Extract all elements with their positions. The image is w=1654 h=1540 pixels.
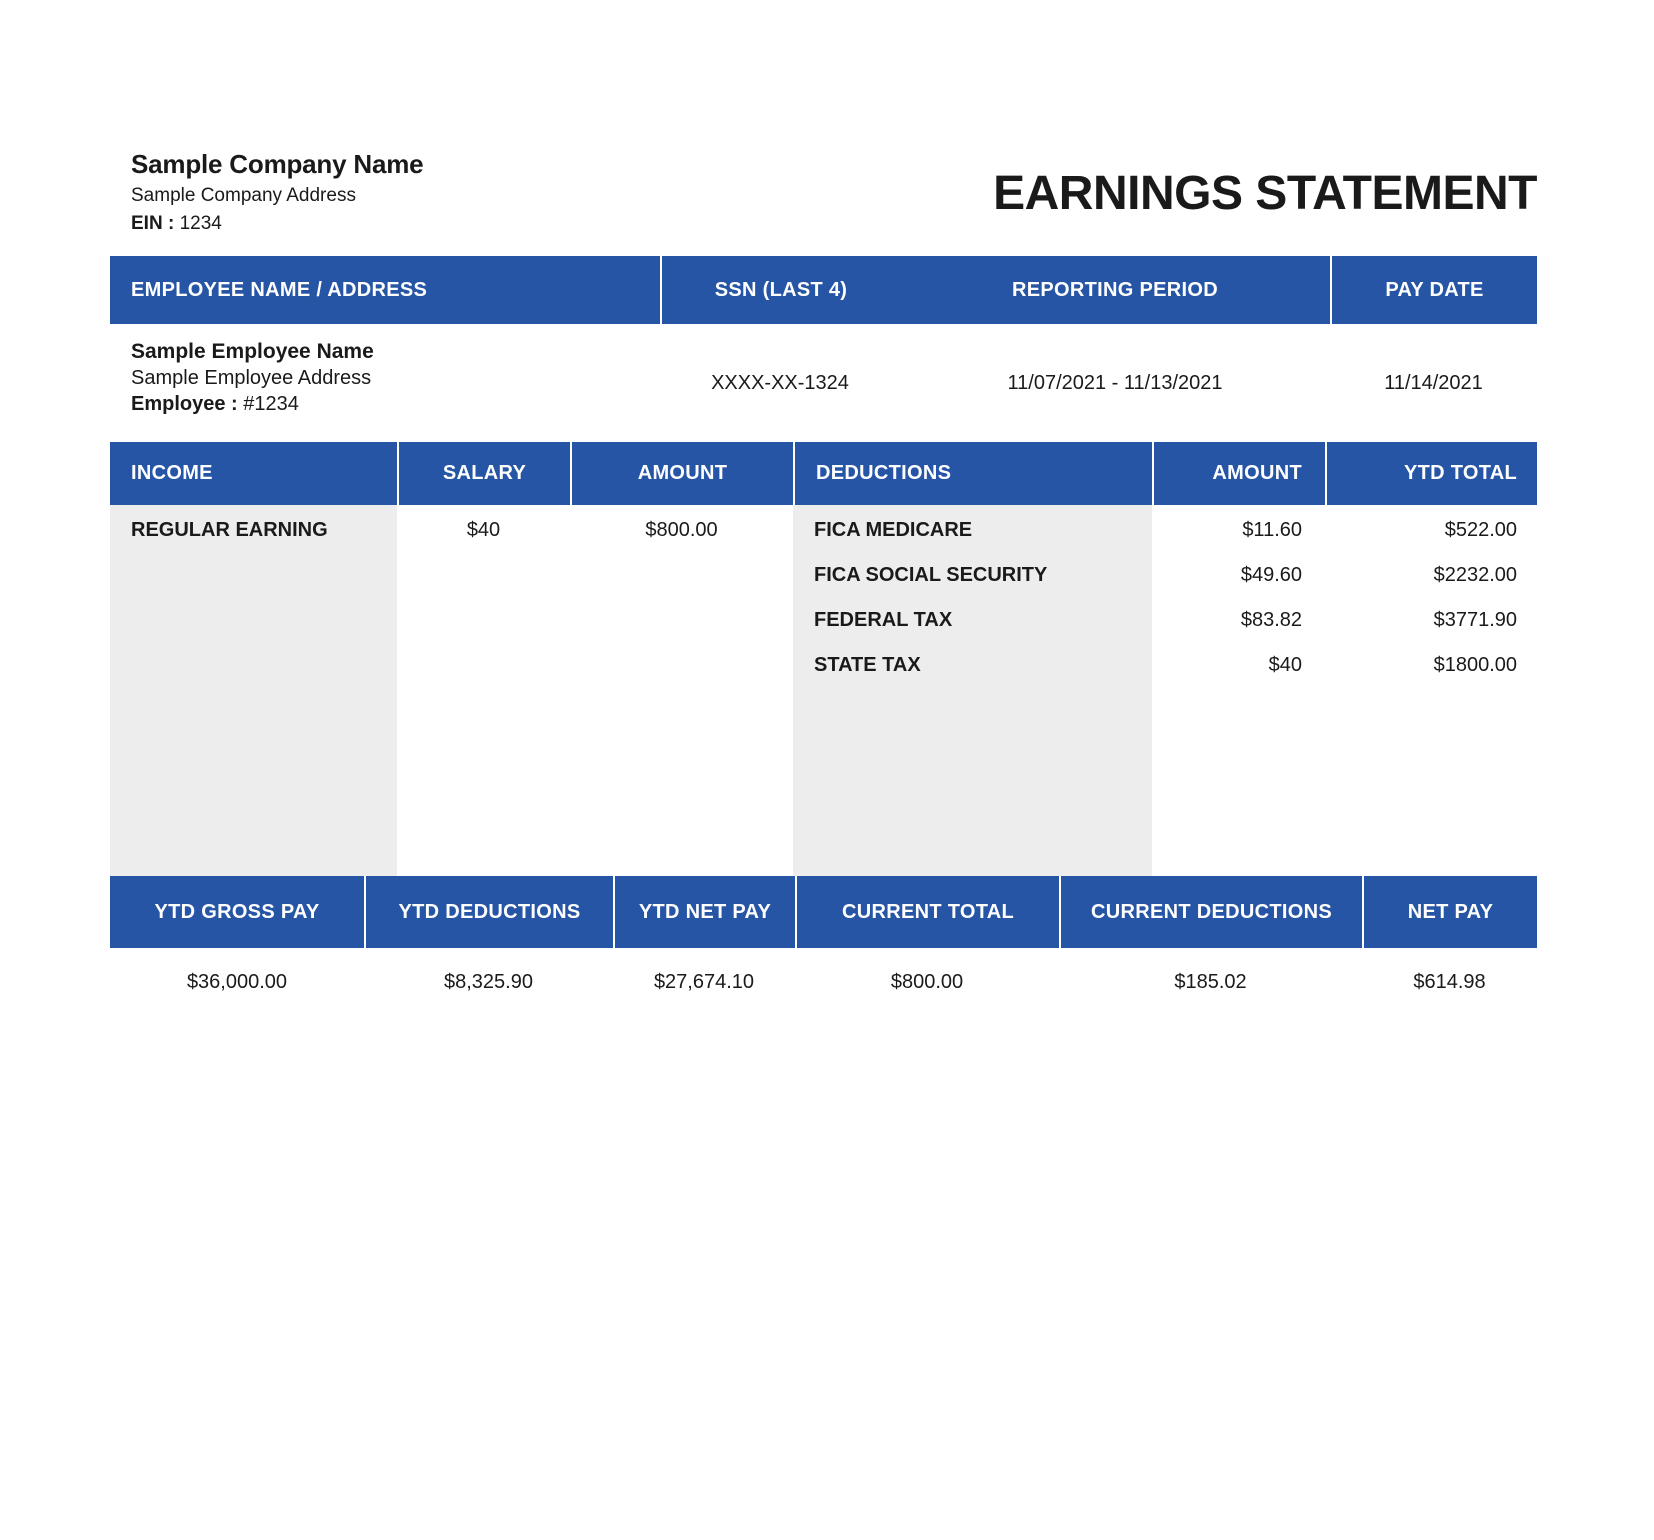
company-ein-value: 1234 [179, 212, 222, 234]
header-ssn-last4: SSN (LAST 4) [660, 256, 900, 325]
deduction-label: FICA SOCIAL SECURITY [814, 564, 1048, 587]
header-deductions: DEDUCTIONS [793, 442, 1152, 506]
company-ein-label: EIN : [131, 212, 175, 234]
amount-column: $800.00 [570, 505, 793, 876]
ytd-gross-pay-value: $36,000.00 [186, 971, 288, 994]
deduction-amount: $11.60 [1242, 519, 1302, 542]
company-address: Sample Company Address [131, 184, 356, 206]
statement-content: Sample Company Name Sample Company Addre… [110, 0, 1537, 994]
employee-id-label: Employee : [131, 393, 238, 416]
header-reporting-period: REPORTING PERIOD [1012, 278, 1218, 301]
income-panel: REGULAR EARNING [110, 505, 397, 877]
income-salary-value: $40 [466, 519, 501, 542]
header-income: INCOME [131, 462, 213, 485]
header-ytd-gross-pay: YTD GROSS PAY [154, 900, 320, 923]
header-ytd-net-pay: YTD NET PAY [613, 876, 795, 949]
employee-pay-date-value: 11/14/2021 [1384, 371, 1483, 394]
earnings-table-body: REGULAR EARNING $40 $800.00 FICA MEDICAR… [110, 505, 1537, 877]
deduction-label: FEDERAL TAX [814, 609, 953, 632]
company-ein: EIN : 1234 [131, 211, 423, 236]
earnings-table-header: INCOME SALARY AMOUNT DEDUCTIONS AMOUNT Y… [110, 442, 1537, 506]
employee-reporting-period-value: 11/07/2021 - 11/13/2021 [1007, 371, 1223, 394]
header-deductions-amount: AMOUNT [1152, 442, 1325, 506]
deduction-ytd-column: $522.00 $2232.00 $3771.90 $1800.00 [1325, 505, 1537, 876]
top-section: Sample Company Name Sample Company Addre… [110, 0, 1537, 236]
deduction-amount-column: $11.60 $49.60 $83.82 $40 [1152, 505, 1325, 876]
employee-id: Employee : #1234 [131, 391, 660, 417]
current-deductions-value: $185.02 [1174, 971, 1247, 994]
deduction-amount: $40 [1268, 654, 1302, 677]
employee-ssn-value: XXXX-XX-1324 [711, 371, 849, 394]
current-total-value: $800.00 [890, 971, 964, 994]
summary-values-row: $36,000.00 $8,325.90 $27,674.10 $800.00 … [110, 948, 1537, 994]
header-ytd-deductions: YTD DEDUCTIONS [364, 876, 613, 949]
employee-id-value: #1234 [243, 393, 299, 416]
deduction-label: STATE TAX [814, 654, 921, 677]
header-employee-name-address: EMPLOYEE NAME / ADDRESS [131, 278, 428, 301]
net-pay-value: $614.98 [1413, 971, 1486, 994]
header-ytd-total: YTD TOTAL [1325, 442, 1537, 506]
deduction-amount: $49.60 [1240, 564, 1302, 587]
header-current-total: CURRENT TOTAL [795, 876, 1059, 949]
summary-table-header: YTD GROSS PAY YTD DEDUCTIONS YTD NET PAY… [110, 876, 1537, 949]
ytd-net-pay-value: $27,674.10 [653, 971, 755, 994]
ytd-deductions-value: $8,325.90 [444, 971, 533, 994]
deduction-ytd-total: $3771.90 [1433, 609, 1517, 632]
company-name: Sample Company Name [131, 149, 424, 179]
employee-info-row: Sample Employee Name Sample Employee Add… [110, 324, 1537, 442]
deduction-ytd-total: $1800.00 [1433, 654, 1517, 677]
header-pay-date: PAY DATE [1330, 256, 1537, 325]
deductions-panel: FICA MEDICARE FICA SOCIAL SECURITY FEDER… [793, 505, 1152, 877]
header-amount: AMOUNT [570, 442, 793, 506]
company-block: Sample Company Name Sample Company Addre… [110, 149, 424, 236]
deduction-ytd-total: $2232.00 [1433, 564, 1517, 587]
header-salary: SALARY [397, 442, 570, 506]
income-row-label: REGULAR EARNING [131, 519, 328, 542]
income-amount-value: $800.00 [645, 519, 718, 542]
header-current-deductions: CURRENT DEDUCTIONS [1059, 876, 1362, 949]
deduction-amount: $83.82 [1240, 609, 1302, 632]
salary-column: $40 [397, 505, 570, 876]
deduction-label: FICA MEDICARE [814, 519, 973, 542]
deduction-ytd-total: $522.00 [1444, 519, 1517, 542]
employee-address: Sample Employee Address [131, 367, 372, 390]
employee-table-header: EMPLOYEE NAME / ADDRESS SSN (LAST 4) REP… [110, 256, 1537, 325]
employee-name: Sample Employee Name [131, 340, 374, 364]
statement-title: EARNINGS STATEMENT [993, 167, 1537, 220]
employee-block: Sample Employee Name Sample Employee Add… [110, 324, 660, 442]
header-net-pay: NET PAY [1362, 876, 1537, 949]
